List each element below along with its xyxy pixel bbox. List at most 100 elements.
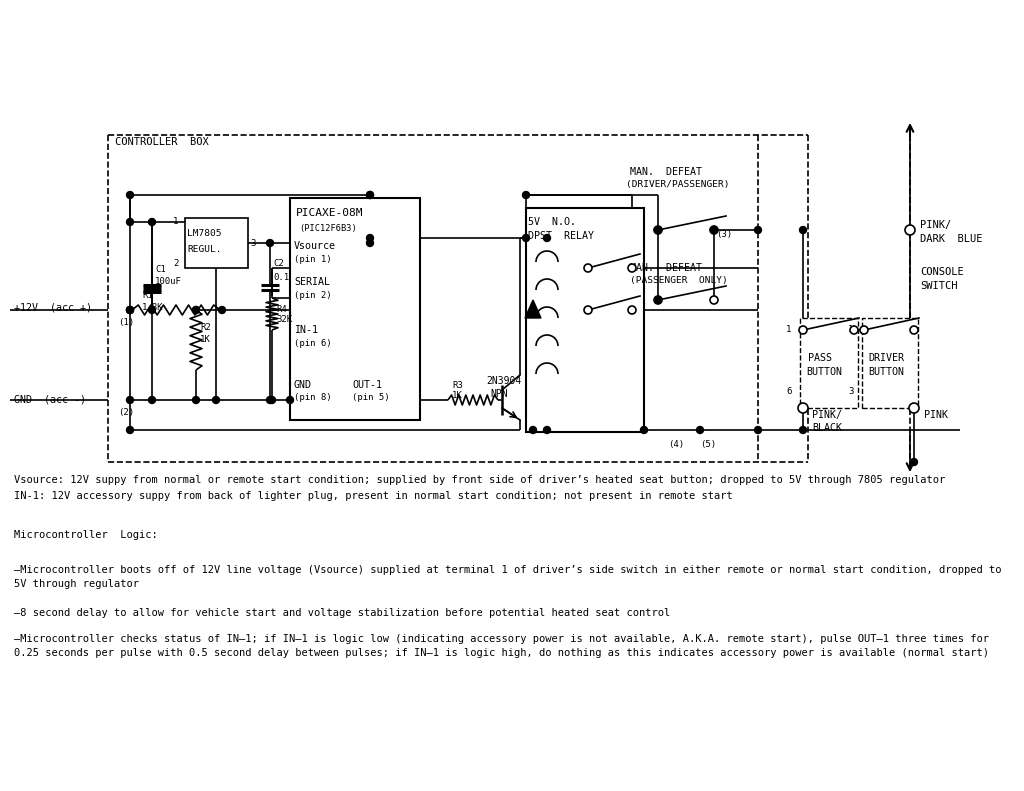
Circle shape bbox=[654, 226, 662, 233]
Text: –Microcontroller checks status of IN–1; if IN–1 is logic low (indicating accesso: –Microcontroller checks status of IN–1; … bbox=[14, 634, 989, 658]
Text: DARK  BLUE: DARK BLUE bbox=[920, 234, 982, 244]
Polygon shape bbox=[525, 300, 541, 318]
Text: NPN: NPN bbox=[490, 389, 508, 399]
Text: BUTTON: BUTTON bbox=[868, 367, 904, 377]
Circle shape bbox=[218, 306, 225, 313]
Text: DRIVER: DRIVER bbox=[868, 353, 904, 363]
Text: 3: 3 bbox=[250, 239, 255, 248]
Text: R2: R2 bbox=[200, 324, 211, 332]
Text: MAN.  DEFEAT: MAN. DEFEAT bbox=[630, 167, 702, 177]
Circle shape bbox=[584, 264, 592, 272]
Circle shape bbox=[127, 218, 133, 225]
Text: 3: 3 bbox=[848, 388, 853, 396]
Circle shape bbox=[127, 306, 133, 313]
Text: 100uF: 100uF bbox=[155, 278, 182, 286]
Text: (pin 6): (pin 6) bbox=[294, 339, 332, 347]
Bar bbox=[800, 318, 858, 408]
Circle shape bbox=[628, 264, 636, 272]
Circle shape bbox=[367, 234, 374, 241]
Circle shape bbox=[909, 403, 919, 413]
Circle shape bbox=[367, 240, 374, 247]
Circle shape bbox=[529, 426, 537, 433]
Text: PINK/: PINK/ bbox=[920, 220, 951, 230]
Text: R1: R1 bbox=[142, 292, 153, 301]
Circle shape bbox=[584, 306, 592, 314]
Circle shape bbox=[544, 426, 551, 433]
Text: PINK/: PINK/ bbox=[812, 410, 842, 420]
Text: 1: 1 bbox=[848, 326, 853, 335]
Text: +12V  (acc +): +12V (acc +) bbox=[14, 302, 92, 312]
Text: PICAXE-08M: PICAXE-08M bbox=[296, 208, 364, 218]
Circle shape bbox=[798, 403, 808, 413]
Text: 1: 1 bbox=[786, 326, 792, 335]
Text: (3): (3) bbox=[716, 230, 732, 240]
Text: DPST  RELAY: DPST RELAY bbox=[528, 231, 594, 241]
Text: 5V  N.O.: 5V N.O. bbox=[528, 217, 575, 227]
Circle shape bbox=[367, 191, 374, 199]
Text: (1): (1) bbox=[118, 319, 134, 327]
Text: 0.1uF: 0.1uF bbox=[273, 273, 300, 282]
Text: OUT-1: OUT-1 bbox=[352, 380, 382, 390]
Text: (pin 8): (pin 8) bbox=[294, 393, 332, 403]
Text: C1: C1 bbox=[155, 266, 166, 274]
Text: (4): (4) bbox=[668, 441, 684, 449]
Circle shape bbox=[127, 426, 133, 433]
Text: (PASSENGER  ONLY): (PASSENGER ONLY) bbox=[630, 275, 728, 285]
Circle shape bbox=[367, 191, 374, 199]
Circle shape bbox=[755, 226, 762, 233]
Text: Vsource: Vsource bbox=[294, 241, 336, 251]
Text: CONSOLE: CONSOLE bbox=[920, 267, 964, 277]
Text: (pin 1): (pin 1) bbox=[294, 255, 332, 263]
Text: PINK: PINK bbox=[924, 410, 948, 420]
Circle shape bbox=[800, 426, 807, 433]
Text: R4: R4 bbox=[276, 305, 287, 313]
Circle shape bbox=[127, 306, 133, 313]
Circle shape bbox=[127, 191, 133, 199]
Circle shape bbox=[544, 234, 551, 241]
Circle shape bbox=[850, 326, 858, 334]
Circle shape bbox=[799, 326, 807, 334]
Circle shape bbox=[696, 426, 703, 433]
Text: (PIC12F6B3): (PIC12F6B3) bbox=[299, 224, 356, 233]
Text: –8 second delay to allow for vehicle start and voltage stabilization before pote: –8 second delay to allow for vehicle sta… bbox=[14, 608, 671, 618]
Bar bbox=[862, 318, 918, 408]
Circle shape bbox=[710, 226, 718, 234]
Text: 32K: 32K bbox=[276, 316, 292, 324]
Circle shape bbox=[654, 296, 662, 304]
Circle shape bbox=[654, 297, 662, 304]
Circle shape bbox=[268, 396, 275, 403]
Circle shape bbox=[800, 226, 807, 233]
Text: REGUL.: REGUL. bbox=[187, 245, 221, 255]
Text: CONTROLLER  BOX: CONTROLLER BOX bbox=[115, 137, 209, 147]
Text: LM7805: LM7805 bbox=[187, 229, 221, 239]
Text: 1: 1 bbox=[173, 218, 178, 226]
Circle shape bbox=[628, 306, 636, 314]
Text: BLACK: BLACK bbox=[812, 423, 842, 433]
Bar bbox=[526, 208, 644, 432]
Text: GND  (acc -): GND (acc -) bbox=[14, 395, 86, 405]
Text: (pin 2): (pin 2) bbox=[294, 290, 332, 300]
Circle shape bbox=[148, 218, 156, 225]
Text: 1.8K: 1.8K bbox=[142, 302, 164, 312]
Text: Microcontroller  Logic:: Microcontroller Logic: bbox=[14, 530, 158, 540]
Circle shape bbox=[711, 226, 718, 233]
Text: MAN.  DEFEAT: MAN. DEFEAT bbox=[630, 263, 702, 273]
Text: (2): (2) bbox=[118, 408, 134, 418]
Text: (5): (5) bbox=[700, 440, 716, 448]
Circle shape bbox=[266, 240, 273, 247]
Circle shape bbox=[127, 396, 133, 403]
Circle shape bbox=[640, 426, 647, 433]
Bar bbox=[185, 218, 248, 268]
Text: IN-1: 12V accessory suppy from back of lighter plug, present in normal start con: IN-1: 12V accessory suppy from back of l… bbox=[14, 491, 733, 501]
Text: C2: C2 bbox=[273, 259, 284, 267]
Text: PASS: PASS bbox=[808, 353, 831, 363]
Circle shape bbox=[287, 396, 294, 403]
Circle shape bbox=[860, 326, 868, 334]
Text: 6: 6 bbox=[786, 388, 792, 396]
Text: IN-1: IN-1 bbox=[294, 325, 318, 335]
Circle shape bbox=[522, 191, 529, 199]
Circle shape bbox=[148, 306, 156, 313]
Text: SWITCH: SWITCH bbox=[920, 281, 957, 291]
Circle shape bbox=[905, 225, 915, 235]
Circle shape bbox=[193, 306, 200, 313]
